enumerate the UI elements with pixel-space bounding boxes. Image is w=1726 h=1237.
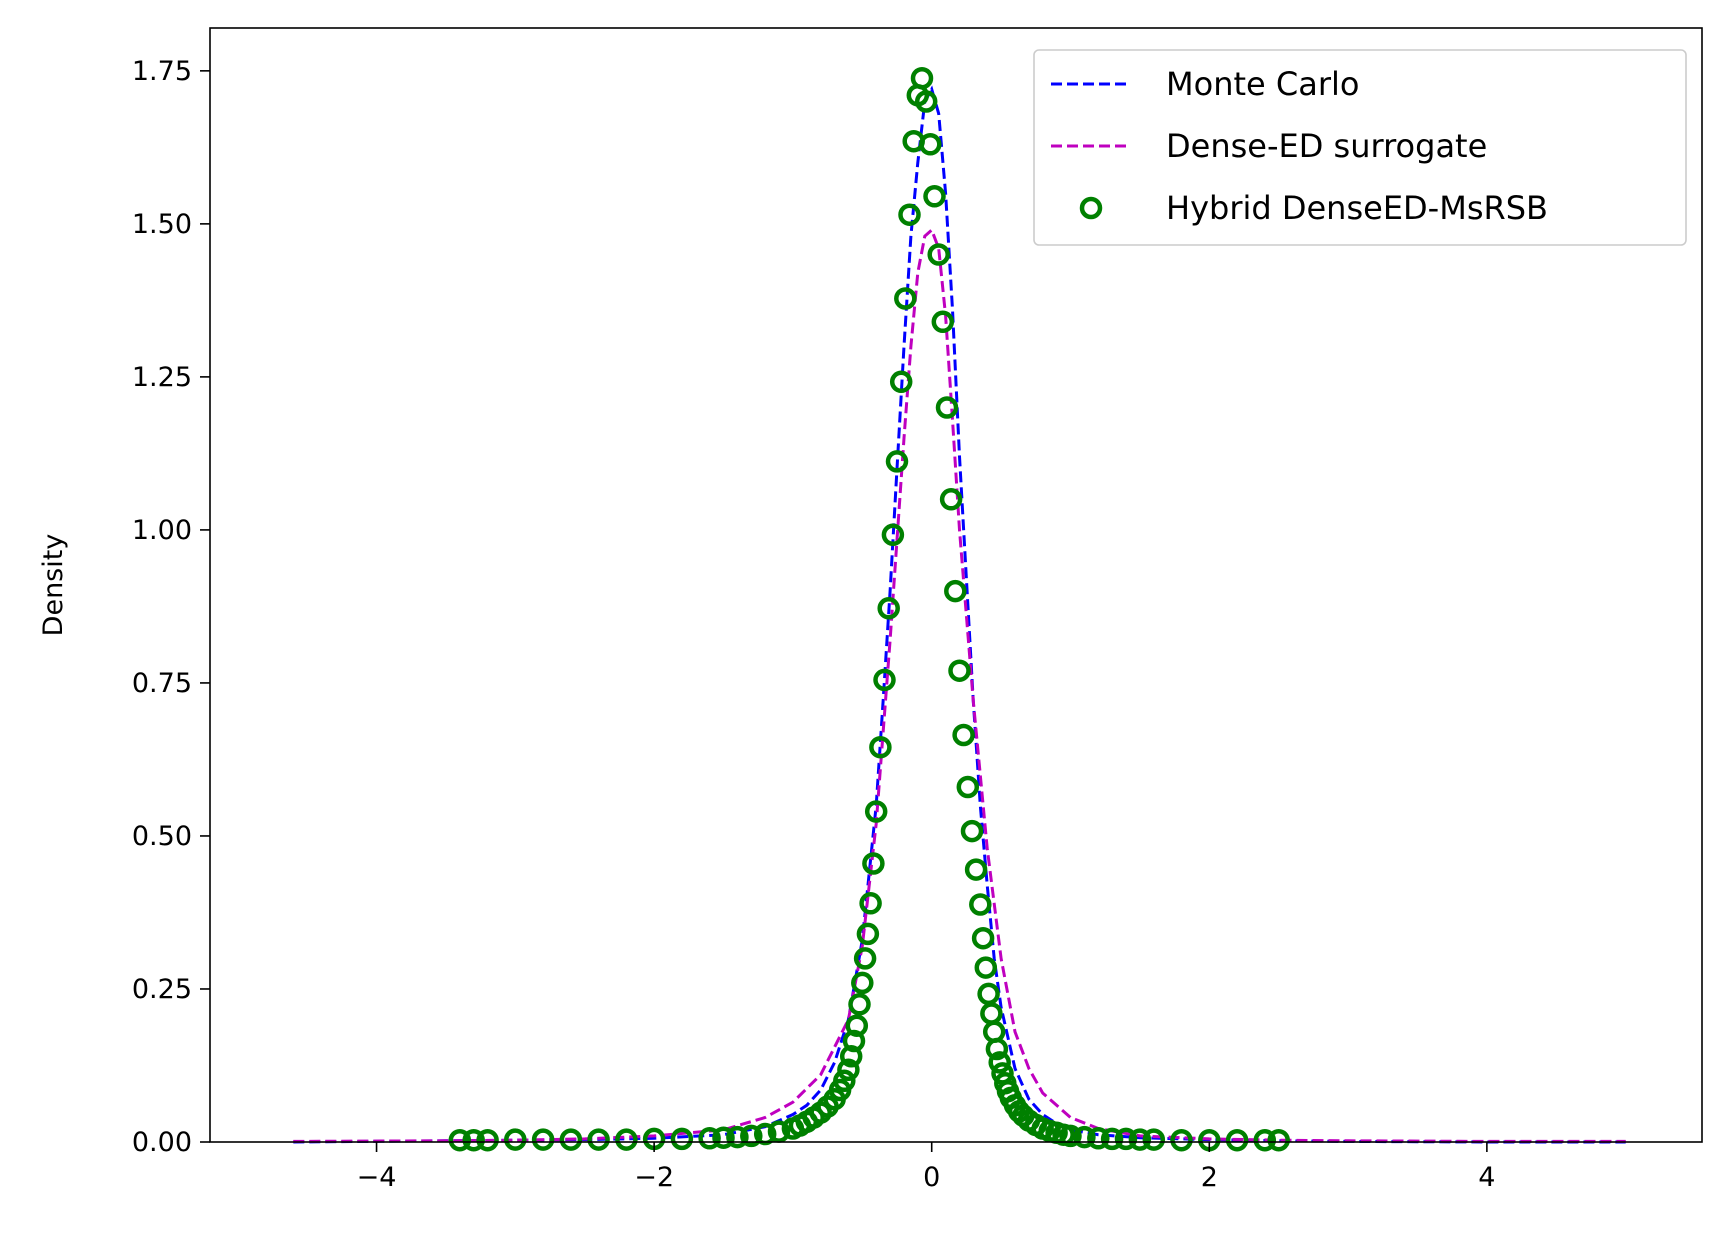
data-point — [960, 819, 984, 843]
y-tick-label: 0.00 — [132, 1127, 192, 1158]
data-point — [559, 1128, 583, 1151]
data-point — [853, 947, 877, 970]
data-point — [881, 523, 905, 547]
data-point — [1100, 1127, 1124, 1151]
y-tick-label: 0.25 — [132, 974, 192, 1005]
plot-frame — [209, 27, 1703, 1143]
data-point — [726, 1125, 749, 1149]
data-point — [971, 926, 995, 950]
data-point — [1059, 1124, 1082, 1148]
series-layer — [293, 66, 1626, 1152]
series-points — [448, 66, 1290, 1152]
data-point — [885, 450, 909, 473]
data-point — [931, 310, 955, 334]
y-axis: 0.00 0.25 0.50 0.75 1.00 1.25 1.50 1.75 — [132, 56, 210, 1158]
data-point — [894, 287, 917, 310]
data-point — [670, 1127, 694, 1151]
x-axis: −4 −2 0 2 4 — [357, 1142, 1495, 1193]
y-tick-label: 1.75 — [132, 56, 192, 87]
data-point — [919, 133, 942, 156]
legend-label: Hybrid DenseED-MsRSB — [1166, 189, 1548, 227]
data-point — [1114, 1127, 1138, 1151]
data-point — [864, 800, 888, 823]
data-point — [859, 892, 882, 915]
data-point — [698, 1127, 721, 1150]
data-point — [1225, 1128, 1249, 1152]
series-line-monte-carlo — [293, 85, 1626, 1144]
data-point — [1128, 1128, 1152, 1151]
data-point — [910, 66, 934, 90]
data-point — [956, 775, 980, 799]
data-point — [964, 858, 988, 881]
data-point — [935, 396, 959, 419]
data-point — [939, 488, 963, 511]
data-point — [969, 893, 992, 916]
y-tick-label: 1.50 — [132, 209, 192, 240]
legend-label: Dense-ED surrogate — [1166, 127, 1487, 165]
data-point — [862, 852, 885, 875]
x-tick-label: 2 — [1201, 1162, 1218, 1193]
x-tick-label: 0 — [923, 1162, 940, 1193]
legend-label: Monte Carlo — [1166, 65, 1359, 103]
data-point — [889, 370, 913, 394]
x-tick-label: 4 — [1478, 1162, 1495, 1193]
y-tick-label: 1.00 — [132, 515, 192, 546]
data-point — [587, 1128, 610, 1151]
data-point — [767, 1120, 791, 1143]
legend-swatch — [1079, 196, 1103, 220]
y-tick-label: 0.75 — [132, 668, 192, 699]
data-point — [848, 993, 871, 1016]
data-point — [988, 1051, 1011, 1074]
data-point — [944, 579, 967, 603]
data-point — [952, 723, 975, 747]
data-point — [1170, 1128, 1193, 1152]
data-point — [740, 1124, 763, 1148]
data-point — [753, 1122, 777, 1146]
legend: Monte Carlo Dense-ED surrogate Hybrid Dens… — [1033, 49, 1687, 246]
data-point — [833, 1069, 856, 1093]
data-point — [927, 243, 950, 266]
data-point — [1087, 1127, 1110, 1150]
data-point — [837, 1058, 860, 1082]
data-point — [462, 1128, 485, 1152]
y-tick-label: 1.25 — [132, 362, 192, 393]
data-point — [531, 1128, 555, 1151]
data-point — [476, 1128, 499, 1152]
data-point — [712, 1126, 735, 1149]
data-point — [856, 922, 880, 946]
data-point — [448, 1128, 472, 1152]
y-tick-label: 0.50 — [132, 821, 192, 852]
data-point — [974, 956, 998, 979]
legend-box — [1033, 49, 1687, 246]
data-point — [1073, 1125, 1096, 1149]
data-point — [914, 90, 938, 113]
x-tick-label: −4 — [357, 1162, 397, 1193]
data-point — [851, 971, 874, 995]
data-point — [898, 203, 921, 226]
data-point — [1253, 1128, 1277, 1152]
data-point — [869, 735, 892, 759]
x-tick-label: −2 — [634, 1162, 674, 1193]
data-point — [985, 1037, 1009, 1061]
data-point — [615, 1128, 638, 1151]
data-point — [1267, 1128, 1290, 1152]
data-point — [845, 1014, 869, 1037]
data-point — [504, 1128, 527, 1151]
data-point — [948, 659, 971, 682]
data-point — [923, 185, 946, 208]
data-point — [877, 597, 900, 620]
data-point — [1142, 1128, 1166, 1151]
y-axis-label: Density — [38, 534, 69, 637]
data-point — [873, 668, 896, 692]
